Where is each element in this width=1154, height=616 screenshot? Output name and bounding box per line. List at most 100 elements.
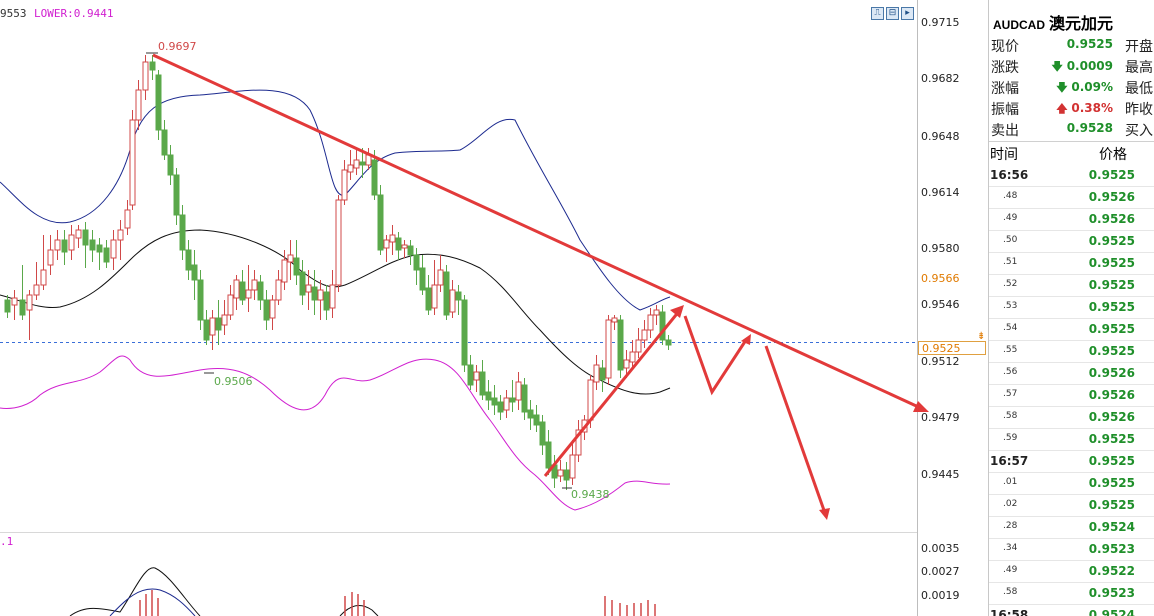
candlestick: [461, 295, 468, 372]
candlestick: [155, 70, 162, 140]
indicator-line-1: [69, 567, 201, 616]
candlestick: [521, 378, 528, 420]
quote-row: 现价 0.9525 开盘: [991, 34, 1154, 55]
candle-body: [26, 294, 33, 311]
candle-body: [401, 244, 408, 249]
candlestick: [455, 285, 462, 315]
candle-body: [269, 299, 276, 319]
candle-body: [103, 247, 110, 263]
candlestick: [11, 290, 18, 320]
candle-body: [467, 364, 474, 386]
trade-price: 0.9523: [1088, 542, 1135, 556]
trade-price: 0.9525: [1088, 256, 1135, 270]
candle-body: [665, 339, 672, 346]
candle-body: [347, 164, 354, 173]
trade-row: .58 0.9523: [989, 583, 1154, 605]
trade-price: 0.9525: [1088, 476, 1135, 490]
price-marker-icon: ⇟: [977, 331, 986, 342]
candle-body: [359, 161, 366, 166]
chart-toolbar-icon-3[interactable]: ▸: [901, 7, 914, 20]
quote-value-text: 0.9528: [1066, 121, 1113, 135]
candle-body: [311, 286, 318, 301]
quote-value: 0.9525: [1067, 37, 1113, 51]
candle-body: [575, 429, 582, 456]
candlestick: [329, 270, 336, 318]
trade-time: .48: [1003, 191, 1018, 201]
candle-body: [353, 159, 360, 169]
trade-time: 16:57: [990, 454, 1029, 468]
quote-row: 涨跌 🡇 0.0009 最高: [991, 55, 1154, 76]
candle-body: [275, 279, 282, 301]
candlestick: [539, 415, 546, 455]
candle-body: [587, 379, 594, 421]
trade-row: .53 0.9525: [989, 297, 1154, 319]
candlestick: [431, 260, 438, 315]
quote-value-text: 0.0009: [1066, 59, 1113, 73]
low-left-annotation: 0.9506: [214, 375, 253, 388]
quote-value-text: 0.9525: [1066, 37, 1113, 51]
candle-body: [227, 294, 234, 316]
candlestick: [173, 168, 180, 225]
candlestick: [287, 240, 294, 280]
candlestick: [491, 385, 498, 415]
candle-body: [221, 314, 228, 326]
trade-time: .34: [1003, 543, 1018, 553]
candle-body: [599, 367, 606, 381]
candlestick: [419, 255, 426, 295]
candlestick: [61, 230, 68, 265]
kline-chart-area[interactable]: 9553 LOWER:0.9441 ⎍ ⊟ ▸ 0.9697 0.9506: [0, 0, 988, 616]
trendline-resistance: [152, 53, 926, 412]
candle-body: [617, 319, 624, 371]
trade-row: .48 0.9526: [989, 187, 1154, 209]
candlestick: [323, 285, 330, 320]
candle-body: [305, 284, 312, 293]
candlestick: [665, 335, 672, 350]
trade-row: .52 0.9525: [989, 275, 1154, 297]
candle-body: [135, 89, 142, 121]
trade-price: 0.9526: [1088, 388, 1135, 402]
quote-label: 振幅: [991, 102, 1019, 118]
candle-body: [383, 239, 390, 249]
candlestick: [233, 275, 240, 310]
candlestick: [40, 235, 47, 290]
candle-body: [539, 421, 546, 446]
quote-label-2: 买入: [1125, 123, 1153, 139]
candle-body: [287, 254, 294, 263]
candlestick: [82, 222, 89, 268]
candlestick: [185, 240, 192, 280]
candlestick: [129, 110, 136, 210]
candle-body: [142, 61, 149, 91]
candlestick-chart: 0.9697 0.9506 0.9438: [0, 0, 985, 616]
candlestick: [629, 340, 636, 368]
trade-price: 0.9525: [1088, 278, 1135, 292]
candle-body: [659, 311, 666, 341]
price-header: 价格: [1099, 147, 1127, 163]
candlestick: [103, 240, 110, 268]
trade-time: .59: [1003, 433, 1018, 443]
chart-toolbar-icon-2[interactable]: ⊟: [886, 7, 899, 20]
candle-body: [124, 209, 131, 229]
candle-body: [569, 454, 576, 479]
candle-body: [117, 229, 124, 241]
trade-row: .51 0.9525: [989, 253, 1154, 275]
trade-price: 0.9525: [1088, 300, 1135, 314]
trade-price: 0.9524: [1088, 608, 1135, 616]
candlestick: [533, 405, 540, 432]
trade-time: .49: [1003, 565, 1018, 575]
chart-toolbar-icon-1[interactable]: ⎍: [871, 7, 884, 20]
candlestick: [605, 315, 612, 385]
candle-body: [149, 61, 156, 71]
candle-body: [407, 245, 414, 256]
trade-price: 0.9525: [1088, 344, 1135, 358]
candlestick: [221, 300, 228, 335]
trade-time: 16:58: [990, 608, 1029, 616]
candlestick: [653, 305, 660, 325]
candlestick: [647, 308, 654, 338]
candlestick: [191, 250, 198, 300]
candle-body: [185, 249, 192, 271]
trade-price: 0.9525: [1088, 498, 1135, 512]
quote-label: 现价: [991, 39, 1019, 55]
candle-body: [503, 397, 510, 411]
candlestick: [515, 372, 522, 410]
candle-body: [431, 284, 438, 309]
